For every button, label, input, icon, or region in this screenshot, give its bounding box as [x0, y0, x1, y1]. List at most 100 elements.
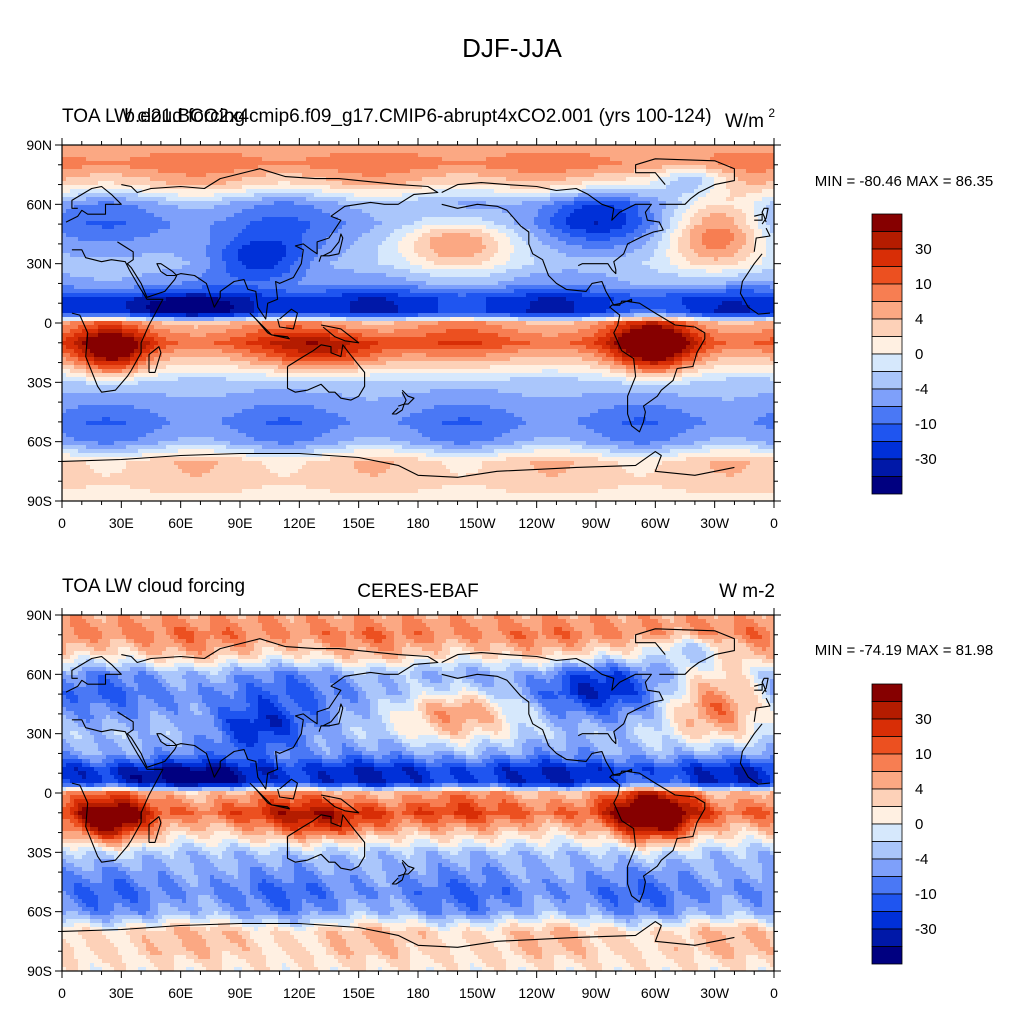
- field-cell: [266, 197, 271, 206]
- field-cell: [86, 293, 91, 298]
- field-cell: [490, 221, 495, 230]
- field-cell: [146, 157, 151, 170]
- field-cell: [386, 469, 391, 494]
- field-cell: [166, 425, 171, 442]
- field-cell: [394, 373, 399, 382]
- field-cell: [218, 145, 223, 154]
- field-cell: [150, 189, 155, 194]
- field-cell: [398, 201, 403, 230]
- field-cell: [226, 273, 231, 286]
- field-cell: [482, 245, 487, 250]
- field-cell: [490, 205, 495, 210]
- field-cell: [346, 317, 351, 322]
- field-cell: [446, 265, 451, 270]
- field-cell: [330, 201, 335, 218]
- field-cell: [234, 337, 239, 350]
- field-cell: [478, 369, 483, 374]
- field-cell: [190, 177, 195, 186]
- field-cell: [94, 321, 99, 330]
- field-cell: [290, 381, 295, 390]
- field-cell: [346, 337, 351, 342]
- field-cell: [94, 385, 99, 394]
- field-cell: [78, 193, 83, 202]
- field-cell: [554, 285, 559, 290]
- field-cell: [274, 485, 279, 501]
- field-cell: [478, 469, 483, 486]
- field-cell: [414, 373, 419, 382]
- field-cell: [186, 373, 191, 378]
- field-cell: [118, 221, 123, 226]
- field-cell: [298, 469, 303, 486]
- field-cell: [70, 449, 75, 458]
- field-cell: [406, 425, 411, 442]
- field-cell: [350, 453, 355, 458]
- field-cell: [366, 473, 371, 494]
- field-cell: [254, 321, 259, 326]
- field-cell: [114, 241, 119, 258]
- field-cell: [122, 241, 127, 258]
- field-cell: [338, 361, 343, 366]
- field-cell: [94, 357, 99, 362]
- field-cell: [478, 285, 483, 290]
- field-cell: [338, 145, 343, 154]
- field-cell: [422, 373, 427, 382]
- field-cell: [350, 365, 355, 370]
- field-cell: [146, 489, 151, 501]
- field-cell: [174, 445, 179, 454]
- field-cell: [90, 185, 95, 190]
- field-cell: [574, 257, 579, 270]
- field-cell: [462, 425, 467, 446]
- field-cell: [418, 169, 423, 182]
- field-cell: [598, 461, 603, 490]
- field-cell: [586, 249, 591, 258]
- field-cell: [322, 169, 327, 178]
- field-cell: [594, 381, 599, 394]
- field-cell: [450, 361, 455, 370]
- field-cell: [114, 325, 119, 330]
- field-cell: [206, 197, 211, 202]
- field-cell: [262, 337, 267, 350]
- field-cell: [598, 365, 603, 370]
- field-cell: [314, 409, 319, 438]
- field-cell: [578, 145, 583, 154]
- field-cell: [570, 365, 575, 374]
- field-cell: [194, 493, 199, 501]
- field-cell: [134, 325, 139, 330]
- field-cell: [318, 381, 323, 394]
- field-cell: [326, 453, 331, 462]
- field-cell: [426, 449, 431, 458]
- field-cell: [458, 317, 463, 322]
- field-cell: [230, 329, 235, 338]
- field-cell: [370, 285, 375, 290]
- field-cell: [378, 325, 383, 334]
- field-cell: [474, 265, 479, 270]
- field-cell: [286, 349, 291, 358]
- field-cell: [486, 157, 491, 170]
- field-cell: [502, 297, 507, 314]
- field-cell: [86, 457, 91, 466]
- field-cell: [462, 345, 467, 350]
- field-cell: [554, 321, 559, 326]
- field-cell: [198, 317, 203, 322]
- field-cell: [590, 189, 595, 194]
- field-cell: [586, 285, 591, 290]
- field-cell: [554, 461, 559, 478]
- field-cell: [586, 365, 591, 374]
- field-cell: [290, 365, 295, 370]
- field-cell: [574, 153, 579, 170]
- field-cell: [482, 357, 487, 362]
- field-cell: [558, 325, 563, 334]
- field-cell: [190, 289, 195, 294]
- field-cell: [190, 313, 195, 318]
- field-cell: [330, 377, 335, 382]
- field-cell: [422, 369, 427, 374]
- field-cell: [242, 369, 247, 374]
- field-cell: [110, 393, 115, 406]
- field-cell: [130, 297, 135, 302]
- field-cell: [382, 437, 387, 446]
- field-cell: [134, 321, 139, 326]
- field-cell: [570, 313, 575, 318]
- field-cell: [478, 381, 483, 390]
- field-cell: [350, 209, 355, 246]
- field-cell: [434, 457, 439, 462]
